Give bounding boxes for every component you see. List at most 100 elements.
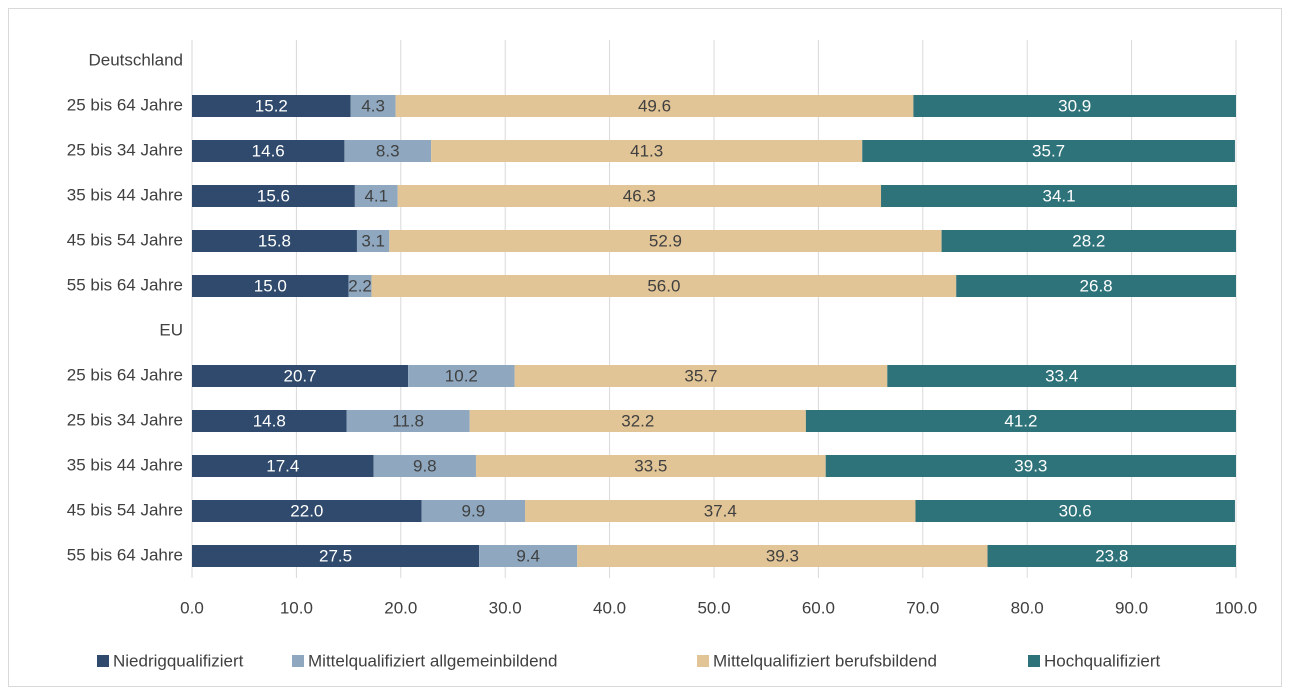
data-label: 26.8 — [1080, 276, 1113, 295]
data-label: 9.4 — [516, 546, 540, 565]
bar-segment — [408, 365, 515, 387]
x-tick-label: 70.0 — [906, 598, 939, 617]
data-label: 41.3 — [630, 141, 663, 160]
bar-segment — [192, 230, 357, 252]
legend-swatch — [1028, 655, 1040, 667]
data-label: 41.2 — [1004, 411, 1037, 430]
data-label: 8.3 — [376, 141, 400, 160]
data-label: 14.8 — [253, 411, 286, 430]
data-label: 3.1 — [361, 231, 385, 250]
x-tick-label: 80.0 — [1011, 598, 1044, 617]
y-tick-label: EU — [159, 320, 183, 339]
y-tick-label: 55 bis 64 Jahre — [67, 545, 183, 564]
bar-segment — [469, 410, 806, 432]
data-label: 4.1 — [364, 186, 388, 205]
bar-segment — [192, 500, 422, 522]
legend-label: Mittelqualifiziert berufsbildend — [713, 651, 937, 670]
data-label: 11.8 — [392, 411, 424, 430]
y-tick-label: 25 bis 64 Jahre — [67, 95, 183, 114]
data-label: 20.7 — [284, 366, 317, 385]
data-label: 15.8 — [258, 231, 291, 250]
legend-label: Niedrigqualifiziert — [113, 651, 244, 670]
bar-segment — [887, 365, 1236, 387]
y-tick-label: 25 bis 34 Jahre — [67, 140, 183, 159]
data-label: 33.5 — [634, 456, 667, 475]
data-label: 39.3 — [1014, 456, 1047, 475]
bar-segment — [192, 410, 347, 432]
data-label: 56.0 — [647, 276, 680, 295]
bar-segment — [525, 500, 916, 522]
x-tick-label: 50.0 — [697, 598, 730, 617]
y-tick-label: 35 bis 44 Jahre — [67, 455, 183, 474]
bar-segment — [421, 500, 526, 522]
bar-segment — [192, 185, 355, 207]
data-label: 39.3 — [766, 546, 799, 565]
data-label: 35.7 — [684, 366, 717, 385]
bar-segment — [431, 140, 863, 162]
data-label: 52.9 — [649, 231, 682, 250]
y-tick-label: 25 bis 64 Jahre — [67, 365, 183, 384]
bar-segment — [941, 230, 1236, 252]
bar-segment — [479, 545, 578, 567]
y-tick-label: 55 bis 64 Jahre — [67, 275, 183, 294]
bar-segment — [346, 410, 470, 432]
bar-segment — [354, 185, 398, 207]
bar-segment — [956, 275, 1236, 297]
data-label: 23.8 — [1095, 546, 1128, 565]
bar-segment — [192, 95, 351, 117]
bar-segment — [395, 95, 914, 117]
bar-segment — [805, 410, 1236, 432]
bar-segment — [192, 545, 480, 567]
legend-swatch — [97, 655, 109, 667]
data-label: 46.3 — [623, 186, 656, 205]
bar-segment — [825, 455, 1236, 477]
bar-segment — [356, 230, 390, 252]
bar-segment — [192, 455, 374, 477]
data-label: 15.6 — [257, 186, 290, 205]
data-label: 32.2 — [621, 411, 654, 430]
bar-segment — [344, 140, 432, 162]
bar-segment — [577, 545, 988, 567]
legend-swatch — [292, 655, 304, 667]
x-tick-label: 10.0 — [280, 598, 313, 617]
y-tick-label: 25 bis 34 Jahre — [67, 410, 183, 429]
bar-segment — [475, 455, 826, 477]
data-label: 15.2 — [255, 96, 288, 115]
data-label: 34.1 — [1042, 186, 1075, 205]
y-tick-label: 45 bis 54 Jahre — [67, 500, 183, 519]
x-tick-label: 30.0 — [489, 598, 522, 617]
bar-segment — [987, 545, 1236, 567]
data-label: 30.6 — [1059, 501, 1092, 520]
bar-segment — [514, 365, 888, 387]
x-tick-label: 20.0 — [384, 598, 417, 617]
bar-segment — [881, 185, 1238, 207]
data-label: 14.6 — [252, 141, 285, 160]
bar-segment — [397, 185, 882, 207]
x-tick-label: 0.0 — [180, 598, 204, 617]
data-label: 37.4 — [704, 501, 737, 520]
data-label: 22.0 — [290, 501, 323, 520]
data-label: 4.3 — [361, 96, 385, 115]
bar-segment — [373, 455, 476, 477]
data-label: 9.8 — [413, 456, 437, 475]
bar-segment — [371, 275, 957, 297]
data-label: 30.9 — [1058, 96, 1091, 115]
data-label: 2.2 — [348, 276, 372, 295]
data-label: 27.5 — [319, 546, 352, 565]
data-label: 17.4 — [266, 456, 299, 475]
bar-segment — [192, 140, 345, 162]
bar-segment — [862, 140, 1235, 162]
data-label: 49.6 — [638, 96, 671, 115]
legend-label: Mittelqualifiziert allgemeinbildend — [308, 651, 557, 670]
bar-segment — [350, 95, 396, 117]
bar-segment — [348, 275, 372, 297]
x-tick-label: 90.0 — [1115, 598, 1148, 617]
data-label: 35.7 — [1032, 141, 1065, 160]
data-label: 33.4 — [1045, 366, 1078, 385]
bar-segment — [389, 230, 942, 252]
bar-segment — [192, 275, 349, 297]
x-tick-label: 40.0 — [593, 598, 626, 617]
data-label: 15.0 — [254, 276, 287, 295]
y-tick-label: Deutschland — [88, 50, 183, 69]
